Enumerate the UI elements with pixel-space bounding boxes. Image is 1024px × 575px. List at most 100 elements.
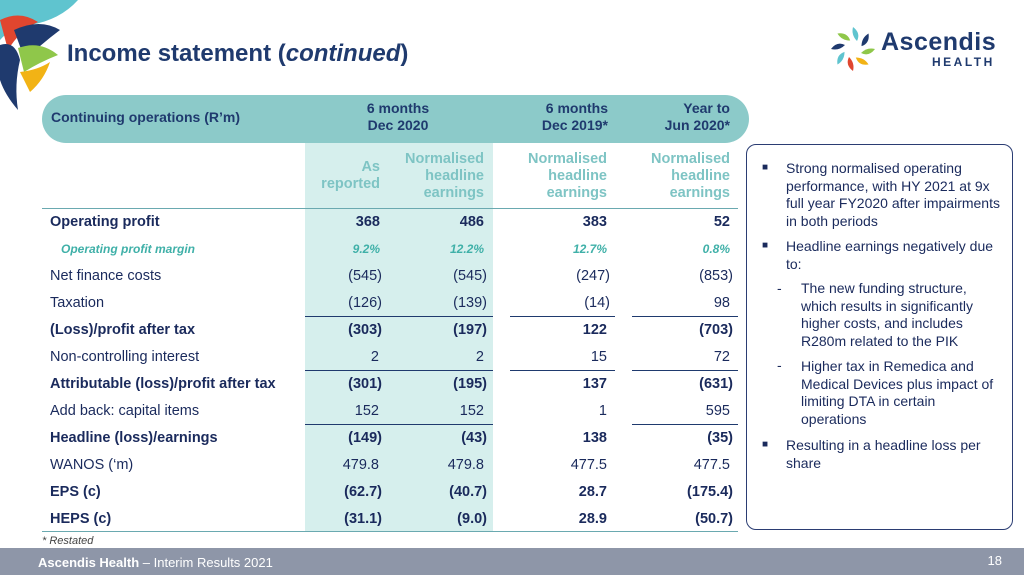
header-col-jun2020: Year to Jun 2020* — [664, 100, 730, 133]
row-label: Net finance costs — [50, 268, 162, 284]
table-cell: (303) — [348, 322, 382, 338]
table-cell: (31.1) — [344, 511, 382, 527]
table-cell: 1 — [598, 403, 607, 419]
table-bottom-line — [42, 531, 738, 532]
row-label: HEPS (c) — [50, 511, 112, 527]
note-item: Strong normalised operating performance,… — [786, 160, 1000, 229]
subheader-normalised-2020: Normalised headline earnings — [405, 151, 484, 201]
table-header-bar — [42, 95, 749, 143]
table-cell: (545) — [348, 268, 382, 284]
subtotal-line — [305, 316, 493, 317]
subheader-normalised-fy2020: Normalised headline earnings — [651, 151, 730, 201]
table-cell: (853) — [699, 268, 733, 284]
bullet-icon: ■ — [762, 162, 769, 173]
header-label: Continuing operations (R’m) — [51, 109, 240, 125]
header-divider — [42, 208, 738, 209]
table-cell: 122 — [582, 322, 607, 338]
table-cell: 98 — [713, 295, 730, 311]
row-label: Operating profit margin — [61, 242, 196, 256]
row-label: WANOS (‘m) — [50, 457, 134, 473]
table-cell: 12.7% — [572, 242, 607, 256]
note-item: Headline earnings negatively due to: — [786, 238, 994, 272]
table-cell: (50.7) — [695, 511, 733, 527]
table-cell: (175.4) — [687, 484, 733, 500]
table-cell: 479.8 — [342, 457, 379, 473]
table-cell: (40.7) — [449, 484, 487, 500]
table-cell: 9.2% — [352, 242, 380, 256]
table-cell: (139) — [453, 295, 487, 311]
table-cell: (14) — [584, 295, 610, 311]
table-cell: (62.7) — [344, 484, 382, 500]
dash-icon: - — [777, 357, 782, 373]
footnote: * Restated — [42, 535, 94, 547]
table-cell: (197) — [453, 322, 487, 338]
table-cell: 12.2% — [449, 242, 484, 256]
subtotal-line — [510, 370, 615, 371]
table-cell: 477.5 — [570, 457, 607, 473]
row-label: Add back: capital items — [50, 403, 200, 419]
dash-icon: - — [777, 280, 782, 296]
row-label: Attributable (loss)/profit after tax — [50, 376, 276, 392]
table-cell: (703) — [699, 322, 733, 338]
table-cell: (126) — [348, 295, 382, 311]
table-cell: 152 — [354, 403, 379, 419]
table-cell: 15 — [590, 349, 607, 365]
bullet-icon: ■ — [762, 439, 769, 450]
table-cell: (545) — [453, 268, 487, 284]
table-cell: 0.8% — [702, 242, 730, 256]
table-cell: (43) — [461, 430, 487, 446]
table-cell: (35) — [707, 430, 733, 446]
table-cell: 72 — [713, 349, 730, 365]
table-cell: 479.8 — [447, 457, 484, 473]
header-col-dec2019: 6 months Dec 2019* — [541, 100, 608, 133]
subtotal-line — [510, 316, 615, 317]
table-cell: 52 — [713, 214, 730, 230]
commentary-panel — [746, 144, 1013, 530]
subtotal-line — [305, 370, 493, 371]
subtotal-line — [632, 370, 738, 371]
subtotal-line — [632, 424, 738, 425]
logo-subname: HEALTH — [932, 55, 995, 69]
table-cell: (149) — [348, 430, 382, 446]
company-logo: Ascendis HEALTH — [828, 24, 998, 76]
subheader-normalised-2019: Normalised headline earnings — [528, 151, 607, 201]
table-cell: 138 — [582, 430, 607, 446]
current-period-band — [305, 143, 493, 531]
table-cell: (631) — [699, 376, 733, 392]
table-cell: 368 — [355, 214, 380, 230]
table-cell: 595 — [705, 403, 730, 419]
subtotal-line — [632, 316, 738, 317]
subtotal-line — [305, 424, 493, 425]
note-subitem: Higher tax in Remedica and Medical Devic… — [801, 358, 994, 427]
note-item: Resulting in a headline loss per share — [786, 437, 981, 471]
table-cell: (247) — [576, 268, 610, 284]
page-title: Income statement (continued) — [67, 40, 409, 67]
table-cell: 2 — [370, 349, 379, 365]
table-cell: 152 — [459, 403, 484, 419]
table-cell: 477.5 — [693, 457, 730, 473]
header-col-dec2020: 6 months Dec 2020 — [366, 100, 430, 133]
page-number: 18 — [987, 553, 1002, 568]
footer-bar: Ascendis Health – Interim Results 2021 1… — [0, 548, 1024, 575]
subheader-as-reported: As reported — [321, 159, 380, 192]
row-label: Operating profit — [50, 214, 160, 230]
table-cell: (301) — [348, 376, 382, 392]
row-label: (Loss)/profit after tax — [50, 322, 196, 338]
row-label: Non-controlling interest — [50, 349, 200, 365]
footer-title: Ascendis Health – Interim Results 2021 — [38, 555, 273, 570]
row-label: Headline (loss)/earnings — [50, 430, 218, 446]
logo-icon — [831, 27, 875, 71]
table-cell: 28.7 — [578, 484, 607, 500]
corner-decoration — [0, 0, 78, 110]
table-cell: 383 — [582, 214, 607, 230]
table-cell: 28.9 — [578, 511, 607, 527]
table-cell: 137 — [582, 376, 607, 392]
logo-name: Ascendis — [881, 28, 997, 56]
note-subitem: The new funding structure, which results… — [801, 280, 973, 349]
table-cell: (195) — [453, 376, 487, 392]
table-cell: 486 — [459, 214, 484, 230]
table-cell: 2 — [475, 349, 484, 365]
table-cell: (9.0) — [457, 511, 487, 527]
bullet-icon: ■ — [762, 240, 769, 251]
row-label: EPS (c) — [50, 484, 101, 500]
